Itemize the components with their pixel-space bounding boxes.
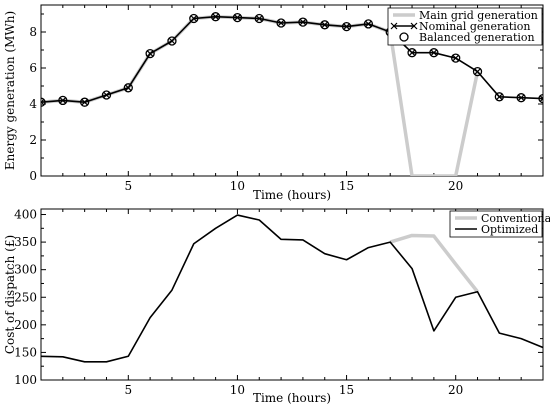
data-point-nominal-generation bbox=[408, 49, 416, 57]
y-tick-label: 350 bbox=[14, 235, 37, 249]
legend-swatch bbox=[399, 32, 409, 42]
y-tick-label: 0 bbox=[29, 169, 37, 183]
data-point-nominal-generation bbox=[495, 93, 503, 101]
x-tick-label: 15 bbox=[339, 179, 354, 193]
data-point-nominal-generation bbox=[364, 20, 372, 28]
data-point-balanced-generation bbox=[363, 19, 374, 29]
legend-label: Optimized bbox=[481, 223, 538, 236]
x-tick-label: 5 bbox=[124, 383, 132, 397]
plot-frame bbox=[40, 208, 544, 381]
data-point-nominal-generation bbox=[517, 94, 525, 102]
y-tick-label: 6 bbox=[29, 61, 37, 75]
y-axis-title: Cost of dispatch (£) bbox=[3, 235, 17, 354]
y-tick-label: 8 bbox=[29, 25, 37, 39]
data-point-balanced-generation bbox=[429, 48, 439, 58]
data-point-balanced-generation bbox=[167, 36, 177, 46]
plot-frame bbox=[40, 4, 544, 177]
data-point-balanced-generation bbox=[232, 12, 243, 23]
data-point-balanced-generation bbox=[145, 48, 155, 59]
data-point-nominal-generation bbox=[452, 54, 460, 62]
data-point-balanced-generation bbox=[254, 13, 264, 24]
legend-label: Nominal generation bbox=[419, 20, 530, 33]
legend-box bbox=[449, 210, 543, 238]
legend-marker bbox=[390, 22, 398, 30]
x-tick-label: 5 bbox=[124, 179, 132, 193]
y-tick-label: 300 bbox=[14, 263, 37, 277]
legend-label: Conventional bbox=[481, 212, 550, 225]
x-axis-title: Time (hours) bbox=[253, 391, 331, 405]
y-tick-label: 100 bbox=[14, 373, 37, 387]
chart-1: 5 10 15 20 0 2 4 6 8 Time (hours) Energy generatio… bbox=[3, 4, 544, 202]
y-tick-label: 4 bbox=[29, 97, 37, 111]
data-point-nominal-generation bbox=[168, 37, 176, 45]
data-point-balanced-generation bbox=[58, 95, 68, 106]
data-point-balanced-generation bbox=[41, 97, 46, 107]
x-axis-title: Time (hours) bbox=[253, 188, 331, 202]
y-tick-label: 2 bbox=[29, 133, 37, 147]
data-point-nominal-generation bbox=[234, 14, 241, 22]
x-tick-label: 20 bbox=[448, 179, 463, 193]
legend-label: Balanced generation bbox=[419, 31, 535, 44]
data-point-balanced-generation bbox=[210, 12, 221, 22]
x-tick-label: 10 bbox=[230, 179, 245, 193]
plot-area bbox=[41, 214, 543, 363]
data-point-balanced-generation bbox=[494, 92, 504, 102]
data-point-nominal-generation bbox=[430, 49, 438, 57]
data-point-balanced-generation bbox=[276, 18, 286, 28]
data-point-balanced-generation bbox=[472, 66, 483, 77]
data-point-nominal-generation bbox=[212, 13, 220, 21]
series-line-optimized bbox=[41, 214, 543, 363]
data-point-balanced-generation bbox=[80, 97, 90, 107]
data-point-nominal-generation bbox=[321, 21, 329, 29]
data-point-nominal-generation bbox=[255, 15, 263, 22]
series-line-conventional bbox=[389, 233, 479, 293]
data-point-balanced-generation bbox=[189, 13, 199, 24]
y-axis-title: Energy generation (MWh) bbox=[3, 11, 17, 170]
data-point-balanced-generation bbox=[101, 90, 112, 100]
data-point-balanced-generation bbox=[298, 17, 308, 27]
data-point-balanced-generation bbox=[407, 48, 417, 58]
data-point-balanced-generation bbox=[451, 53, 461, 63]
data-point-nominal-generation bbox=[59, 96, 67, 104]
data-point-nominal-generation bbox=[190, 15, 198, 22]
data-point-nominal-generation bbox=[539, 95, 543, 103]
legend-label: Main grid generation bbox=[419, 9, 538, 22]
y-tick-label: 400 bbox=[14, 208, 37, 222]
x-tick-label: 15 bbox=[339, 383, 354, 397]
data-point-nominal-generation bbox=[103, 91, 110, 99]
data-point-nominal-generation bbox=[299, 18, 307, 26]
data-point-nominal-generation bbox=[41, 98, 45, 106]
chart-2: 5 10 15 20 100 150 200 250 300 350 400 Time (hours)… bbox=[3, 208, 550, 405]
y-tick-label: 200 bbox=[14, 318, 37, 332]
data-point-nominal-generation bbox=[343, 23, 350, 31]
y-tick-label: 250 bbox=[14, 290, 37, 304]
legend-marker bbox=[410, 22, 418, 30]
x-tick-label: 20 bbox=[448, 383, 463, 397]
data-point-nominal-generation bbox=[474, 68, 481, 76]
data-point-balanced-generation bbox=[516, 93, 526, 103]
data-point-balanced-generation bbox=[341, 21, 352, 32]
data-point-balanced-generation bbox=[320, 20, 330, 30]
data-point-nominal-generation bbox=[124, 84, 132, 92]
x-tick-label: 10 bbox=[230, 383, 245, 397]
data-point-balanced-generation bbox=[538, 93, 543, 104]
data-point-nominal-generation bbox=[81, 98, 89, 106]
data-point-nominal-generation bbox=[277, 19, 285, 27]
data-point-nominal-generation bbox=[146, 50, 154, 58]
data-point-balanced-generation bbox=[123, 83, 133, 93]
y-tick-label: 150 bbox=[14, 345, 37, 359]
